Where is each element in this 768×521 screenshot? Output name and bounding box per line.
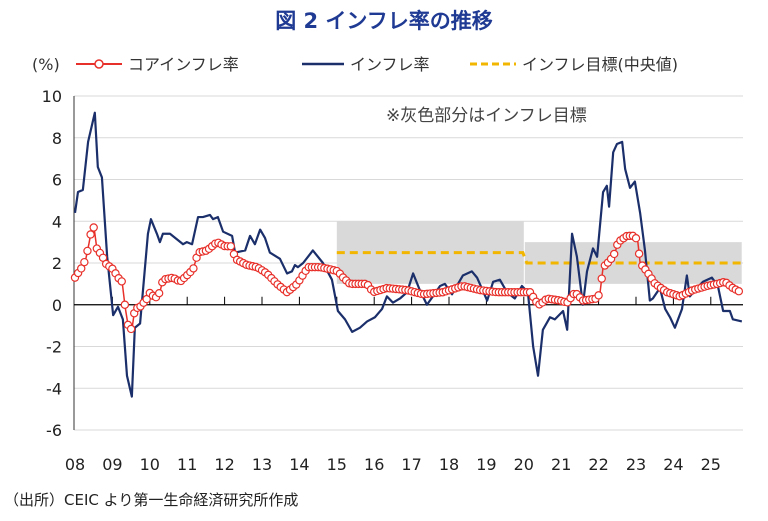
legend-headline-label: インフレ率 [350,55,430,74]
x-tick-label: 09 [102,455,122,474]
y-tick-label: 0 [52,296,62,315]
legend-target-label: インフレ目標(中央値) [522,55,678,74]
core-inflation-marker [226,242,236,251]
y-tick-label: -2 [46,338,62,357]
core-inflation-marker [597,274,606,283]
band-annotation: ※灰色部分はインフレ目標 [386,106,587,126]
y-tick-label: 4 [52,212,62,231]
core-inflation-marker [609,249,619,259]
legend-core-label: コアインフレ率 [128,55,239,74]
y-tick-label: 6 [52,171,62,190]
x-tick-label: 25 [701,455,721,474]
x-tick-label: 12 [214,455,234,474]
target-line [336,251,741,265]
x-tick-label: 17 [401,455,421,474]
core-inflation-marker [126,324,136,334]
x-tick-label: 14 [289,455,309,474]
core-inflation-marker [734,287,744,296]
x-tick-label: 08 [65,455,85,474]
x-tick-label: 16 [364,455,384,474]
core-inflation-marker [89,223,98,232]
y-tick-label: -6 [46,421,62,440]
x-tick-label: 13 [252,455,272,474]
x-tick-label: 20 [514,455,534,474]
y-axis-unit: (%) [32,55,60,74]
x-tick-label: 11 [177,455,197,474]
x-tick-label: 21 [551,455,571,474]
y-tick-label: -4 [46,379,62,398]
core-inflation-marker [86,230,95,239]
y-tick-label: 2 [52,254,62,273]
x-tick-label: 23 [626,455,646,474]
core-inflation-marker [631,234,641,243]
x-tick-label: 18 [439,455,459,474]
x-tick-label: 24 [663,455,683,474]
core-inflation-marker [83,246,92,256]
x-tick-label: 22 [588,455,608,474]
y-tick-label: 10 [42,87,62,106]
core-inflation-marker [594,291,603,300]
core-inflation-marker [120,300,130,309]
core-inflation-marker [154,288,164,298]
source-note: （出所）CEIC より第一生命経済研究所作成 [4,491,298,509]
core-inflation-marker [634,249,644,258]
x-tick-label: 19 [476,455,496,474]
x-tick-label: 10 [140,455,160,474]
x-tick-label: 15 [327,455,347,474]
chart-title: 図 2 インフレ率の推移 [275,9,493,33]
y-tick-label: 8 [52,129,62,148]
headline-inflation-line [73,111,743,398]
core-inflation-marker [189,264,198,273]
core-inflation-marker [117,277,126,286]
core-inflation-marker [80,257,89,267]
legend: コアインフレ率 インフレ率 インフレ目標(中央値) [76,55,678,74]
legend-core-marker [94,59,104,69]
